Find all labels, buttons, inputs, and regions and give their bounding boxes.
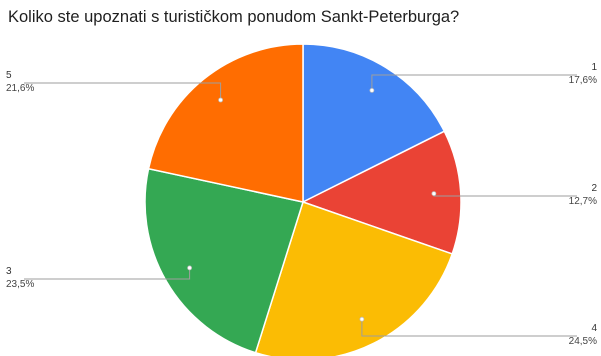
pie-slice-2[interactable] bbox=[301, 130, 462, 255]
pie-slice-4[interactable] bbox=[254, 201, 454, 356]
pie-slices bbox=[144, 43, 462, 356]
leader-line-5 bbox=[24, 82, 222, 100]
leader-dot-3 bbox=[187, 265, 193, 271]
pie-slice-3[interactable] bbox=[144, 167, 304, 354]
leader-line-3 bbox=[24, 267, 191, 280]
slice-percent-4: 24,5% bbox=[569, 336, 597, 347]
leader-lines bbox=[24, 74, 577, 337]
slice-percent-3: 23,5% bbox=[6, 279, 34, 290]
slice-labels: 1 17,6% 2 12,7% 4 24,5% 3 23,5% 5 21,6% bbox=[6, 62, 597, 347]
slice-percent-5: 21,6% bbox=[6, 83, 34, 94]
leader-dot-5 bbox=[218, 97, 224, 103]
pie-slice-5[interactable] bbox=[147, 43, 304, 203]
slice-label-5: 5 bbox=[6, 70, 12, 81]
pie-slice-1[interactable] bbox=[302, 43, 446, 204]
slice-label-1: 1 bbox=[591, 62, 597, 73]
leader-dot-1 bbox=[369, 88, 375, 93]
leader-dot-4 bbox=[359, 316, 365, 322]
slice-label-3: 3 bbox=[6, 266, 12, 277]
slice-percent-2: 12,7% bbox=[569, 196, 597, 207]
leader-dot-2 bbox=[431, 191, 437, 197]
slice-label-4: 4 bbox=[591, 323, 597, 334]
leader-line-1 bbox=[371, 74, 577, 91]
leader-line-4 bbox=[361, 319, 577, 337]
chart-title: Koliko ste upoznati s turističkom ponudo… bbox=[8, 8, 460, 26]
slice-percent-1: 17,6% bbox=[569, 75, 597, 86]
slice-label-2: 2 bbox=[591, 183, 597, 194]
